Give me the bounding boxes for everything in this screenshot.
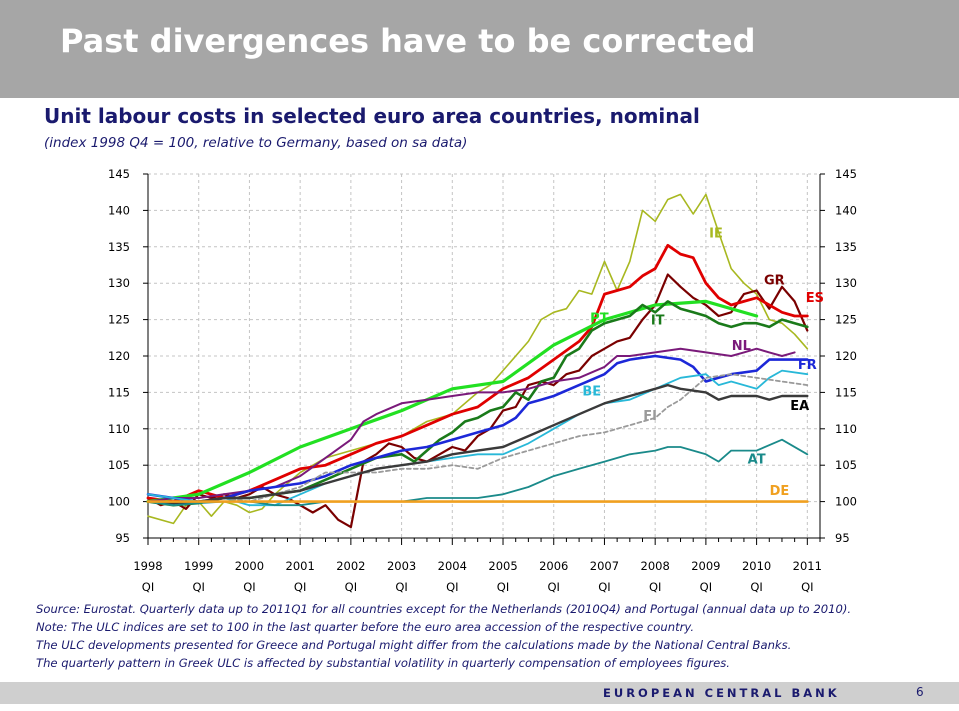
y-tick-label-right: 145 [835,167,857,181]
x-tick-year: 1998 [133,559,162,573]
x-tick-quarter: QI [192,580,204,594]
y-tick-label-right: 130 [835,276,857,290]
x-tick-year: 2004 [438,559,467,573]
method-note: The quarterly pattern in Greek ULC is af… [36,656,730,670]
x-tick-year: 2001 [286,559,315,573]
x-tick-quarter: QI [395,580,407,594]
x-tick-quarter: QI [446,580,458,594]
x-tick-year: 2006 [539,559,568,573]
series-label-de: DE [770,484,790,499]
y-tick-label-right: 110 [835,422,857,436]
y-tick-label-right: 135 [835,240,857,254]
x-tick-quarter: QI [598,580,610,594]
series-label-it: IT [651,314,665,329]
y-tick-label-left: 100 [108,495,130,509]
y-tick-label-right: 140 [835,203,857,217]
series-line-es [146,243,809,504]
x-tick-quarter: QI [294,580,306,594]
series-line-at [147,438,809,507]
x-tick-quarter: QI [497,580,509,594]
axes: 95 95 100 100 105 105 110 110 115 115 120 120 125 125… [108,167,857,594]
x-tick-quarter: QI [142,580,154,594]
x-tick-quarter: QI [750,580,762,594]
x-tick-year: 2008 [641,559,670,573]
y-tick-label-right: 120 [835,349,857,363]
series-line-pt [146,299,759,504]
y-tick-label-right: 115 [835,385,857,399]
slide-title: Past divergences have to be corrected [60,22,756,60]
x-tick-quarter: QI [649,580,661,594]
y-tick-label-left: 105 [108,458,130,472]
series-line-gr [146,273,809,529]
series-label-be: BE [582,384,601,399]
y-tick-label-left: 145 [108,167,130,181]
y-tick-label-left: 115 [108,385,130,399]
series-label-fr: FR [798,358,817,373]
series-label-ea: EA [790,399,809,414]
series-line-ea [146,383,809,505]
y-tick-label-right: 125 [835,313,857,327]
title-bar [0,0,959,98]
y-tick-label-left: 135 [108,240,130,254]
x-tick-year: 2009 [691,559,720,573]
series-line-fr [146,354,809,503]
x-tick-year: 2005 [488,559,517,573]
series-line-fi [147,373,809,507]
x-tick-year: 2010 [742,559,771,573]
y-tick-label-left: 140 [108,203,130,217]
y-tick-label-left: 125 [108,313,130,327]
series-label-es: ES [806,291,824,306]
y-tick-label-right: 105 [835,458,857,472]
chart-subtitle: (index 1998 Q4 = 100, relative to German… [44,135,468,151]
y-tick-label-left: 130 [108,276,130,290]
source-note: Source: Eurostat. Quarterly data up to 2… [36,602,852,616]
page-number: 6 [916,685,924,699]
series-line-it [146,300,809,507]
y-tick-label-left: 95 [115,531,130,545]
series-label-fi: FI [643,409,657,424]
x-tick-quarter: QI [345,580,357,594]
x-tick-quarter: QI [801,580,813,594]
series-lines [146,193,809,529]
y-tick-label-right: 95 [835,531,850,545]
series-label-nl: NL [732,339,751,354]
series-labels: IE GR ES PT IT NL FR BE FI EA AT DE [582,226,824,499]
x-tick-year: 2011 [793,559,822,573]
x-tick-year: 2000 [235,559,264,573]
x-tick-year: 1999 [184,559,213,573]
x-tick-quarter: QI [548,580,560,594]
series-label-ie: IE [709,226,723,241]
series-label-at: AT [748,453,766,468]
x-tick-year: 2007 [590,559,619,573]
source-notes: Source: Eurostat. Quarterly data up to 2… [36,600,936,672]
y-tick-label-right: 100 [835,495,857,509]
series-line-ie [147,193,809,525]
y-tick-label-left: 120 [108,349,130,363]
method-note: Note: The ULC indices are set to 100 in … [36,620,695,634]
series-label-pt: PT [590,312,609,327]
x-tick-year: 2002 [336,559,365,573]
y-tick-label-left: 110 [108,422,130,436]
series-line-be [147,369,809,507]
chart-title: Unit labour costs in selected euro area … [44,104,700,128]
footer-bank-name: EUROPEAN CENTRAL BANK [603,686,840,700]
x-tick-quarter: QI [700,580,712,594]
x-tick-year: 2003 [387,559,416,573]
series-label-gr: GR [764,274,785,289]
x-tick-quarter: QI [243,580,255,594]
line-chart: 95 95 100 100 105 105 110 110 115 115 120 120 125 125… [108,167,857,594]
footer-bar [0,682,959,704]
method-note: The ULC developments presented for Greec… [36,638,792,652]
